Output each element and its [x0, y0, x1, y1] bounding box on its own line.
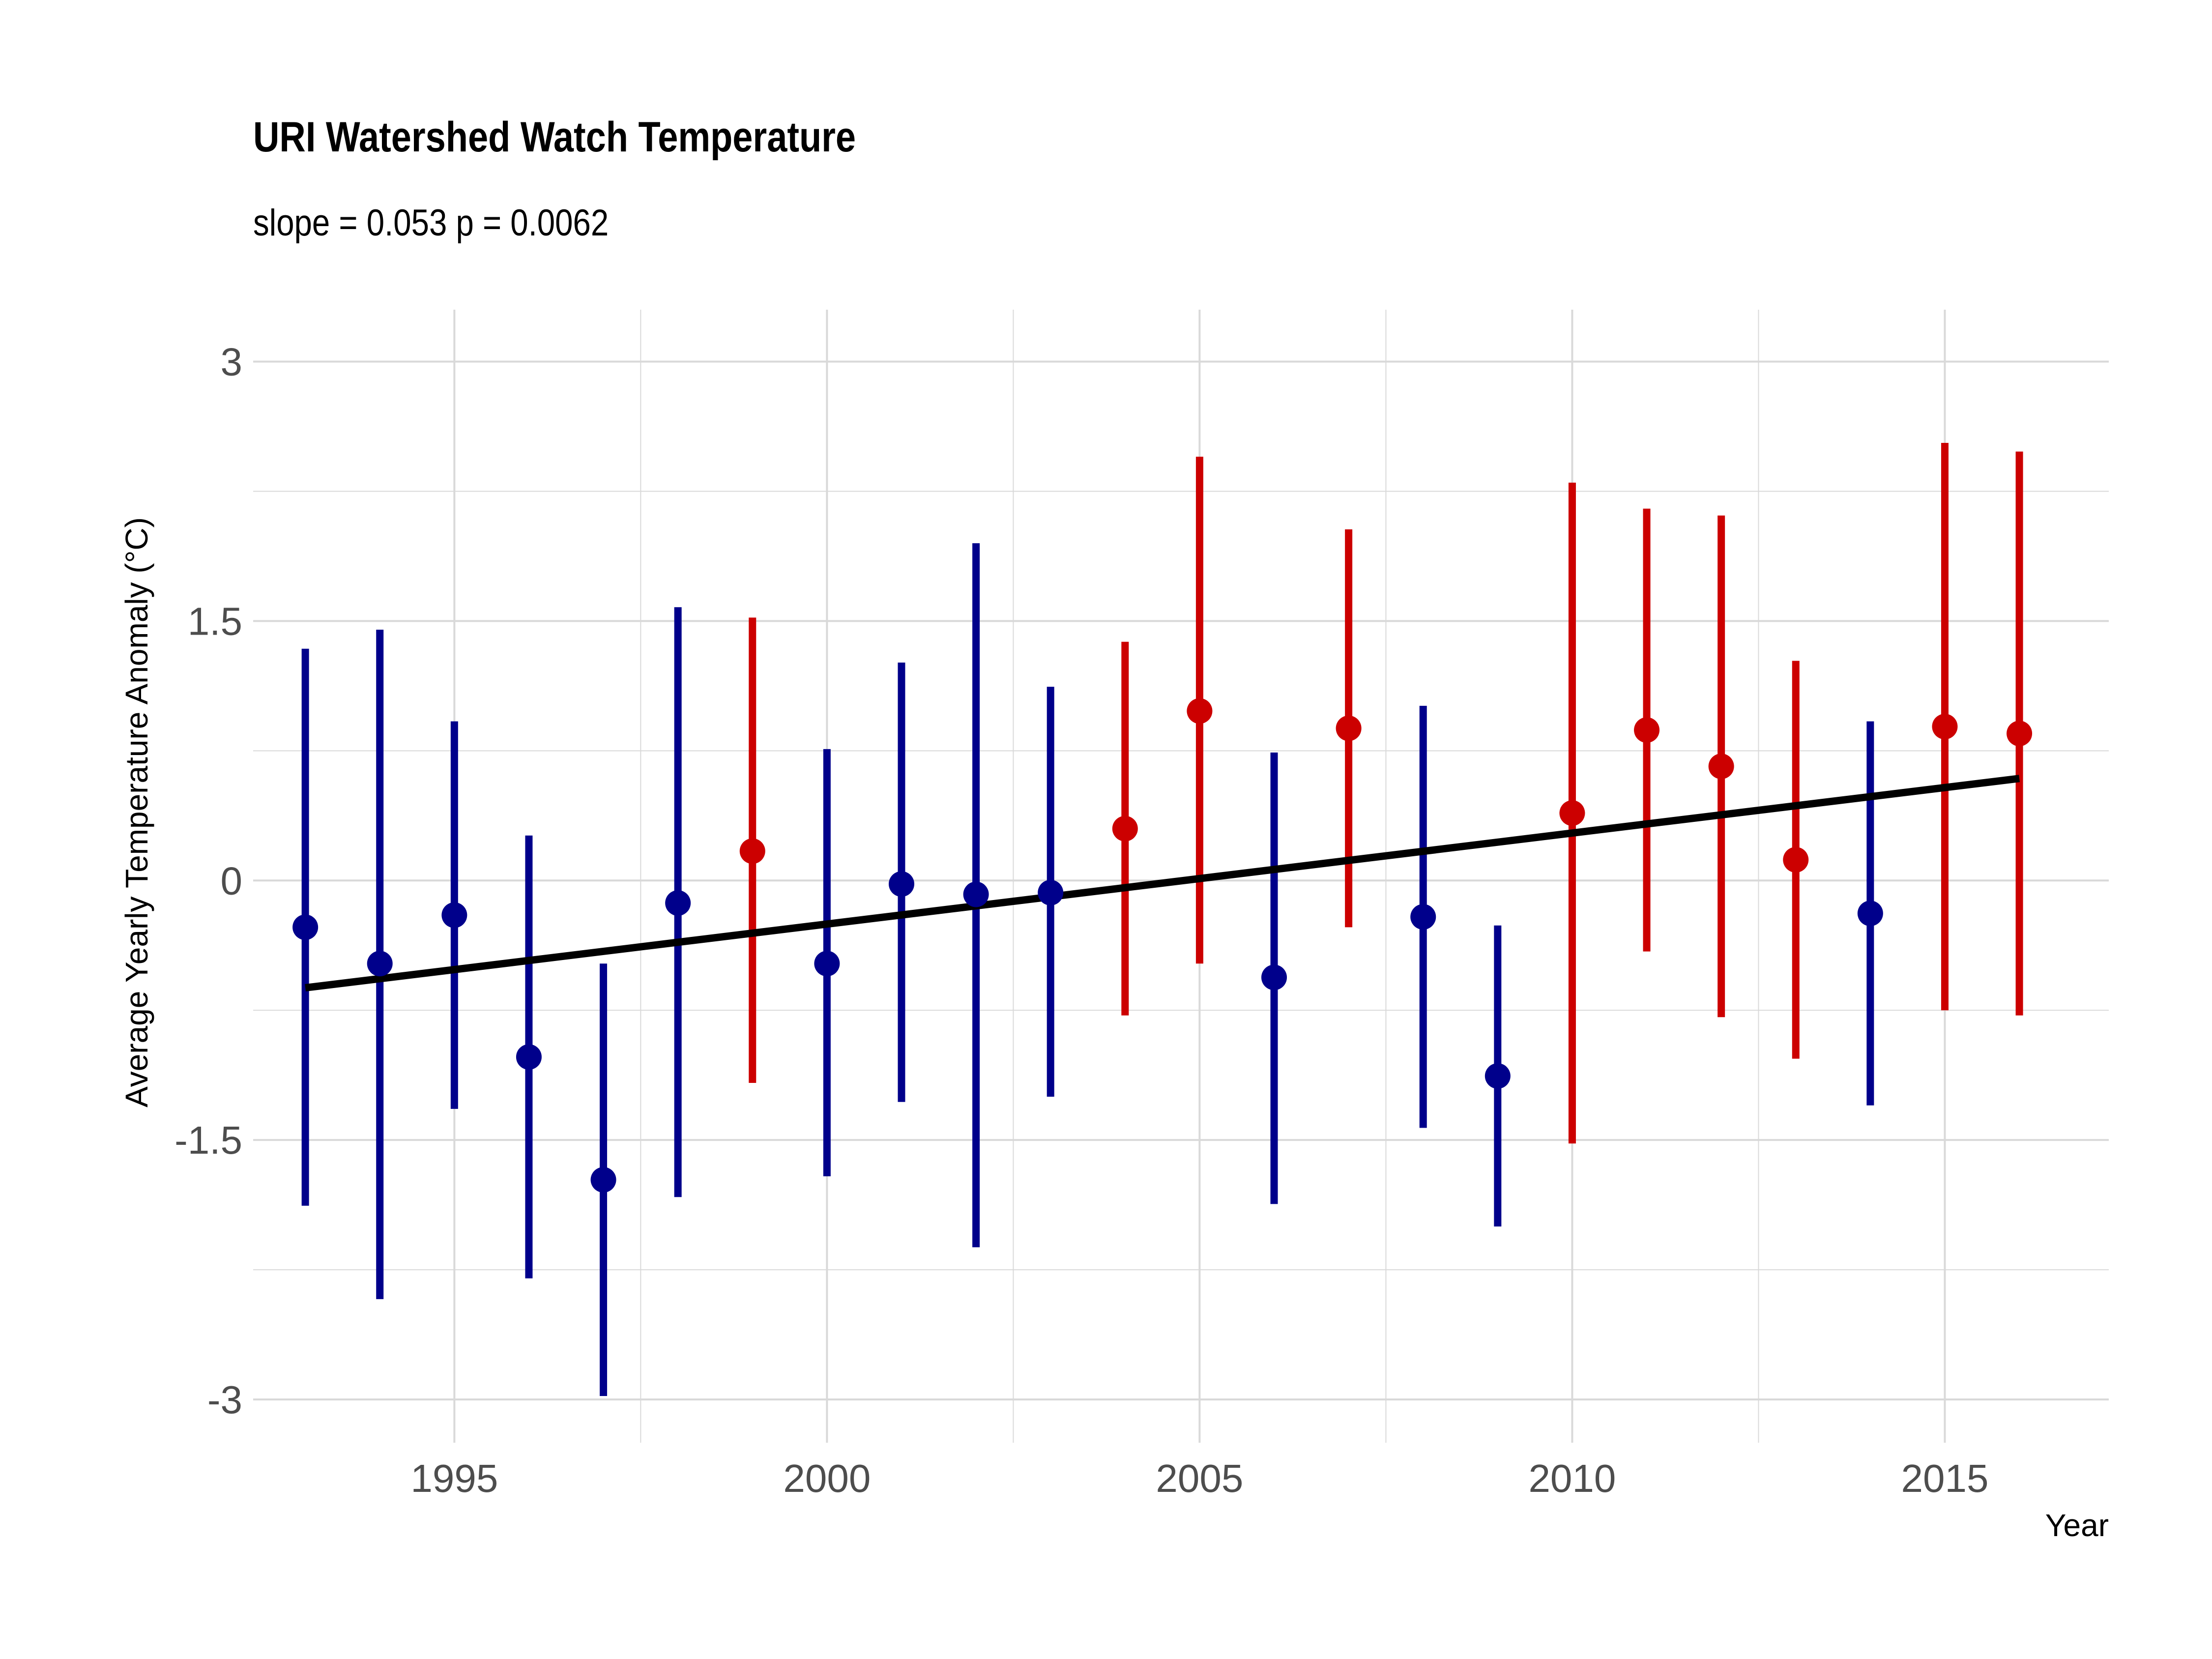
data-point	[292, 914, 319, 940]
data-point	[1410, 904, 1436, 930]
data-point	[590, 1167, 616, 1193]
x-tick-label: 2010	[1528, 1456, 1616, 1500]
data-point	[1783, 847, 1809, 873]
x-tick-label: 2005	[1156, 1456, 1243, 1500]
y-tick-label: 1.5	[188, 599, 242, 643]
x-axis-label: Year	[2045, 1508, 2109, 1543]
y-tick-label: -1.5	[175, 1118, 242, 1162]
data-point	[1336, 715, 1362, 741]
trend-line	[305, 775, 2020, 991]
data-point	[665, 890, 691, 916]
data-point	[367, 951, 393, 977]
y-tick-label: 3	[221, 340, 243, 384]
data-point	[1634, 717, 1660, 743]
data-point	[1708, 754, 1734, 780]
y-tick-label: 0	[221, 859, 243, 902]
data-point	[2007, 721, 2033, 747]
data-point	[1559, 800, 1585, 826]
axis-layer: 3 1.5 0 -1.5 -3 1995 2000 2005 2010 2015 Year Avera…	[119, 340, 2109, 1543]
data-points	[292, 698, 2033, 1193]
data-point	[1112, 815, 1138, 842]
trend-layer	[305, 775, 2020, 991]
chart-title: URI Watershed Watch Temperature	[253, 114, 856, 161]
data-point	[963, 881, 989, 907]
data-point	[516, 1044, 542, 1070]
data-point	[1261, 964, 1287, 990]
x-tick-label: 2000	[783, 1456, 871, 1500]
data-point	[888, 871, 914, 897]
data-point	[1038, 879, 1064, 905]
error-bars	[301, 442, 2023, 1396]
data-point	[441, 902, 467, 928]
data-point	[1857, 901, 1883, 927]
x-tick-label: 1995	[410, 1456, 498, 1500]
x-tick-label: 2015	[1901, 1456, 1988, 1500]
data-point	[814, 951, 840, 977]
chart-subtitle: slope = 0.053 p = 0.0062	[253, 202, 609, 244]
y-axis-label: Average Yearly Temperature Anomaly (°C)	[119, 517, 154, 1107]
data-point	[1187, 698, 1213, 724]
data-point	[1484, 1063, 1511, 1089]
y-tick-label: -3	[207, 1378, 242, 1422]
data-point	[739, 838, 765, 864]
data-point	[1932, 714, 1958, 740]
